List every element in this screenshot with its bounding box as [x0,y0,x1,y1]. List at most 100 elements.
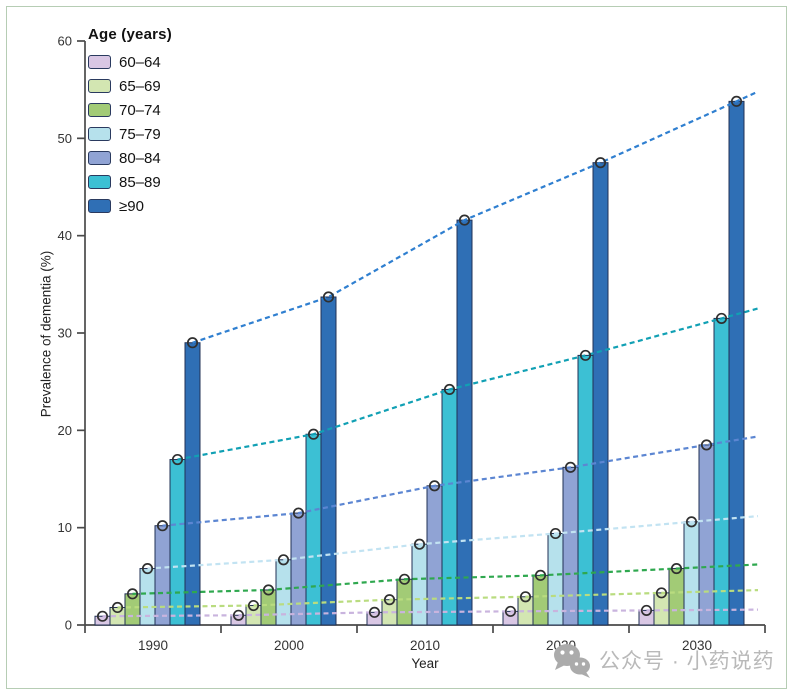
legend-item-3: 75–79 [88,122,172,146]
bar-series4-2000 [290,512,307,626]
wechat-icon [554,644,590,678]
bar-series6-2030 [728,100,745,626]
trend-line-series5 [177,307,759,461]
bar-series6-2010 [456,219,473,626]
marker-series6-2030 [730,95,743,107]
marker-series2-2020 [534,569,547,581]
legend-swatch-0 [88,55,111,69]
marker-series2-1990 [126,588,139,600]
marker-series5-2010 [443,383,456,396]
marker-series3-2010 [413,538,426,550]
x-axis-label: Year [411,656,439,671]
legend-items: 60–64 65–69 70–74 75–79 80–84 85–89 ≥90 [88,50,172,218]
bar-series6-2020 [592,162,609,626]
bar-series0-2010 [366,611,383,626]
marker-series5-2030 [715,312,728,324]
bar-series2-2030 [668,568,685,626]
x-tick-label-1990: 1990 [138,638,168,653]
marker-series2-2010 [398,573,411,585]
marker-series3-2030 [685,516,698,528]
marker-series0-1990 [96,610,109,622]
x-tick-label-2010: 2010 [410,638,440,653]
bars [94,100,745,626]
bar-series4-2030 [698,444,715,626]
marker-series6-2010 [458,214,471,226]
marker-series6-2000 [322,291,335,303]
legend-item-5: 85–89 [88,170,172,194]
marker-series3-2020 [549,527,562,540]
watermark: 公众号 · 小药说药 [552,640,775,680]
y-tick-label: 10 [58,520,72,535]
marker-series1-2020 [519,591,532,603]
legend-item-label: 70–74 [119,101,161,119]
legend-swatch-4 [88,151,111,165]
bar-series5-1990 [169,459,186,626]
trend-line-series4 [162,435,759,527]
marker-series1-2010 [383,594,396,606]
legend: Age (years) 60–64 65–69 70–74 75–79 80–84 85–… [88,26,172,218]
bar-series4-2010 [426,485,443,626]
bar-series4-2020 [562,466,579,626]
marker-series3-2000 [277,554,290,566]
bar-series5-2030 [713,317,730,626]
bar-series0-2020 [502,610,519,626]
marker-series6-2020 [594,157,607,169]
bar-series5-2020 [577,354,594,626]
bar-series6-1990 [184,342,201,626]
trend-line-series0 [102,608,759,618]
bar-series6-2000 [320,296,337,626]
bar-series2-2020 [532,574,549,626]
x-tick-label-2000: 2000 [274,638,304,653]
y-tick-label: 50 [58,131,72,146]
legend-item-label: 80–84 [119,149,161,167]
bar-series0-2030 [638,609,655,626]
trend-line-series3 [147,515,759,570]
bar-series5-2000 [305,433,322,626]
markers [96,95,743,622]
trend-lines [102,90,759,618]
legend-title: Age (years) [88,26,172,43]
legend-item-label: ≥90 [119,197,144,215]
trend-line-series1 [117,589,759,609]
trend-line-series2 [132,563,759,595]
marker-series0-2020 [504,605,517,617]
marker-series5-1990 [171,453,184,466]
legend-item-1: 65–69 [88,74,172,98]
marker-series5-2020 [579,349,592,361]
legend-swatch-1 [88,79,111,93]
y-tick-label: 30 [58,326,72,341]
marker-series6-1990 [186,337,199,349]
watermark-text: 公众号 · 小药说药 [599,650,775,673]
marker-series4-2010 [428,480,441,492]
legend-item-2: 70–74 [88,98,172,122]
x-tick-label-2030: 2030 [682,638,712,653]
marker-series4-2030 [700,439,713,451]
legend-item-4: 80–84 [88,146,172,170]
legend-item-label: 85–89 [119,173,161,191]
legend-item-label: 75–79 [119,125,161,143]
bar-series2-2010 [396,578,413,626]
legend-item-6: ≥90 [88,194,172,218]
marker-series4-2020 [564,461,577,473]
y-tick-label: 0 [65,618,72,633]
marker-series1-2030 [655,587,668,599]
marker-series2-2030 [670,562,683,575]
marker-series0-2030 [640,604,653,616]
marker-series1-1990 [111,601,124,614]
trend-line-series6 [192,90,759,344]
legend-item-label: 65–69 [119,77,161,95]
marker-series5-2000 [307,428,320,440]
legend-item-label: 60–64 [119,53,161,71]
marker-series2-2000 [262,584,275,596]
y-tick-label: 40 [58,228,72,243]
marker-series3-1990 [141,562,154,575]
legend-swatch-5 [88,175,111,189]
y-axis-label: Prevalence of dementia (%) [38,250,54,418]
bar-series5-2010 [441,388,458,626]
legend-swatch-2 [88,103,111,117]
marker-series4-1990 [156,520,169,532]
marker-series1-2000 [247,599,260,612]
bar-series4-1990 [154,525,171,626]
